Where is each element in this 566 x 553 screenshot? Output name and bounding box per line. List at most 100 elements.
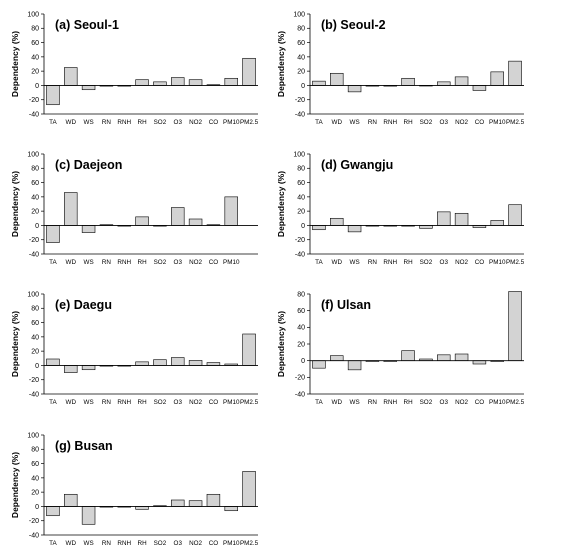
y-tick-label: 20 [31,69,39,76]
category-label: SO2 [154,399,167,406]
y-axis-title: Dependency (%) [10,452,20,518]
bar-co [206,493,221,507]
category-label: RH [138,259,148,266]
y-tick-label: -20 [295,97,305,104]
category-label: WS [84,540,94,547]
category-label: RN [368,259,378,266]
y-tick-label: 80 [31,447,39,454]
y-tick-label: 0 [35,83,39,90]
category-label: PM10 [489,399,506,406]
bar-ws [81,225,96,233]
category-label: WD [66,540,77,547]
category-label: RN [102,399,112,406]
panel-title: (g) Busan [55,439,113,453]
y-tick-label: 80 [31,306,39,313]
bar-pm25 [242,471,256,507]
category-label: O3 [440,259,449,266]
category-label: RNH [117,119,131,126]
category-label: NO2 [189,399,202,406]
y-tick-label: 40 [297,194,305,201]
y-tick-label: 60 [31,40,39,47]
category-label: CO [209,119,219,126]
y-tick-label: 60 [31,461,39,468]
bar-ws [81,85,96,91]
y-tick-label: 80 [297,291,305,298]
y-tick-label: 0 [301,83,305,90]
y-axis-title: Dependency (%) [276,171,286,237]
category-label: CO [209,259,219,266]
category-label: WD [332,259,343,266]
y-tick-label: 80 [31,166,39,173]
y-tick-label: -40 [295,251,305,258]
panel-title: (c) Daejeon [55,158,122,172]
y-tick-label: -40 [29,532,39,539]
bar-rh [135,506,149,510]
y-tick-label: 40 [297,54,305,61]
y-tick-label: 80 [31,26,39,33]
category-label: WS [84,119,94,126]
bar-co [472,85,487,91]
category-label: CO [475,259,485,266]
category-label: PM2.5 [240,119,259,126]
category-label: PM10 [223,399,240,406]
category-label: WS [350,119,360,126]
category-label: TA [49,119,57,126]
y-axis-title: Dependency (%) [276,31,286,97]
y-tick-label: 60 [297,40,305,47]
y-tick-label: 20 [31,490,39,497]
y-tick-label: -40 [295,391,305,398]
category-label: O3 [174,119,183,126]
bar-o3 [171,499,185,507]
bar-no2 [188,79,203,86]
bar-no2 [188,218,203,226]
panel-title: (e) Daegu [55,298,112,312]
chart-panel-5: TA WD WS RN RNH RH SO2 O3 NO2 CO PM10 PM2.5 -40 -20 0 2… [10,291,259,406]
bar-no2 [454,353,469,361]
y-tick-label: 80 [297,26,305,33]
category-label: PM2.5 [240,540,259,547]
y-axis-title: Dependency (%) [10,31,20,97]
bar-wd [64,365,78,373]
category-label: RNH [117,399,131,406]
category-label: O3 [440,119,449,126]
bar-wd [64,192,78,226]
bar-ws [81,506,96,525]
category-label: TA [315,399,323,406]
bar-wd [64,493,78,507]
y-tick-label: 100 [27,11,39,18]
panel-title: (f) Ulsan [321,298,371,312]
y-tick-label: 60 [31,180,39,187]
y-tick-label: -20 [29,237,39,244]
bar-ws [347,225,362,233]
bar-ta [46,85,60,106]
y-tick-label: 20 [31,349,39,356]
category-label: RNH [383,119,397,126]
category-label: WD [332,119,343,126]
category-label: WD [66,399,77,406]
category-label: SO2 [420,259,433,266]
y-tick-label: -40 [295,111,305,118]
y-tick-label: 100 [293,151,305,158]
y-tick-label: 80 [297,166,305,173]
bar-ta [312,80,326,86]
category-label: WS [350,259,360,266]
y-tick-label: -40 [29,391,39,398]
y-axis-title: Dependency (%) [10,171,20,237]
category-label: RH [138,540,148,547]
y-tick-label: -20 [295,237,305,244]
category-label: PM10 [489,259,506,266]
bar-wd [330,355,344,361]
category-label: SO2 [154,119,167,126]
category-label: SO2 [420,399,433,406]
chart-panel-3: TA WD WS RN RNH RH SO2 O3 NO2 CO PM10 -40 -20 0 20 40 60… [10,151,258,266]
category-label: CO [475,399,485,406]
bar-o3 [437,211,451,226]
y-tick-label: -20 [29,518,39,525]
bar-o3 [171,207,185,226]
category-label: PM10 [223,119,240,126]
bar-pm25 [242,333,256,366]
bar-ws [347,360,362,371]
y-axis-title: Dependency (%) [276,311,286,377]
bar-ta [46,506,60,517]
y-tick-label: 0 [35,363,39,370]
